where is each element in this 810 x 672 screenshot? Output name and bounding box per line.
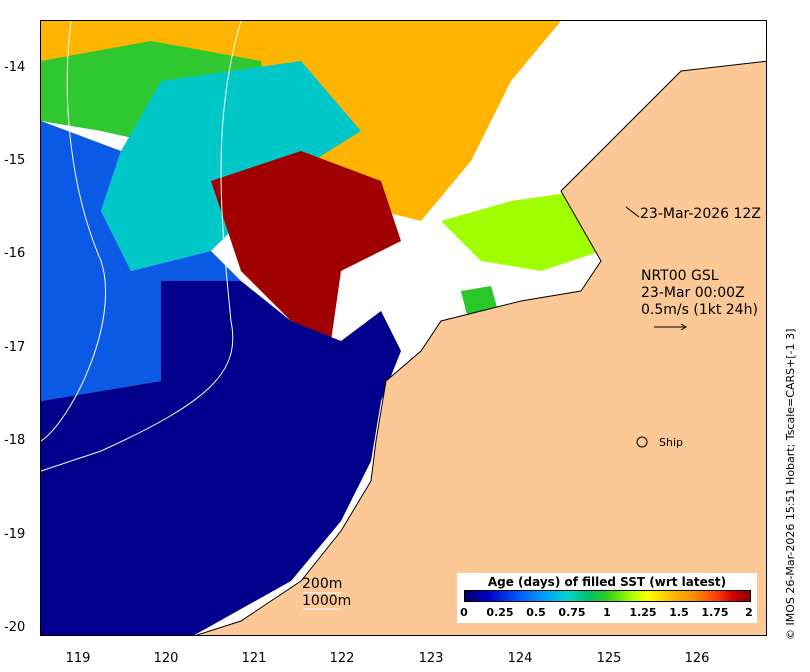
contour-200m <box>41 21 242 472</box>
sst-map[interactable] <box>40 20 767 636</box>
sst-cyan-region <box>101 61 361 271</box>
contour-200m-label: 200m <box>302 576 343 592</box>
lon-tick-label: 119 <box>65 651 91 666</box>
lon-tick-label: 123 <box>418 651 444 666</box>
lon-tick-label: 126 <box>684 651 710 666</box>
colorbar-tick: 0 <box>460 606 468 619</box>
land-mass <box>197 61 766 635</box>
lat-tick-label: -17 <box>4 340 26 355</box>
current-product-label: NRT00 GSL <box>641 268 719 284</box>
lat-tick-label: -16 <box>4 246 26 261</box>
lon-tick-label: 125 <box>596 651 622 666</box>
legend-title: Age (days) of filled SST (wrt latest) <box>487 575 727 589</box>
lat-tick-label: -14 <box>4 60 26 75</box>
lat-tick-label: -20 <box>4 620 26 635</box>
lat-tick-label: -15 <box>4 153 26 168</box>
lat-tick-label: -19 <box>4 527 26 542</box>
colorbar <box>464 590 751 602</box>
colorbar-legend: Age (days) of filled SST (wrt latest) 0 … <box>457 573 757 623</box>
sst-lime-region <box>441 191 601 271</box>
lon-tick-label: 121 <box>241 651 267 666</box>
sst-darkred-region <box>211 151 401 341</box>
colorbar-tick: 1.75 <box>701 606 729 619</box>
ship-label: Ship <box>659 436 683 449</box>
current-scale-label: 0.5m/s (1kt 24h) <box>641 302 758 318</box>
lon-tick-label: 120 <box>153 651 179 666</box>
colorbar-tick: 2 <box>745 606 753 619</box>
lon-tick-label: 122 <box>329 651 355 666</box>
colorbar-tick: 1.5 <box>669 606 689 619</box>
current-time-label: 23-Mar 00:00Z <box>641 285 745 301</box>
ship-marker <box>636 436 648 448</box>
credit-text: © IMOS 26-Mar-2026 15:51 Hobart; Tscale=… <box>784 328 797 640</box>
colorbar-tick: 0.75 <box>558 606 586 619</box>
sst-deepblue-region <box>41 281 401 635</box>
colorbar-tick: 0.25 <box>486 606 514 619</box>
coastline <box>195 60 766 635</box>
colorbar-tick: 1.25 <box>629 606 657 619</box>
sst-map-canvas <box>41 21 766 635</box>
colorbar-tick: 0.5 <box>526 606 546 619</box>
timestamp-leader-line <box>625 206 640 218</box>
timestamp-label: 23-Mar-2026 12Z <box>640 206 761 222</box>
lat-tick-label: -18 <box>4 433 26 448</box>
lon-tick-label: 124 <box>507 651 533 666</box>
contour-1000m <box>41 21 106 442</box>
colorbar-tick: 1 <box>603 606 611 619</box>
contour-1000m-label: 1000m <box>302 593 352 609</box>
